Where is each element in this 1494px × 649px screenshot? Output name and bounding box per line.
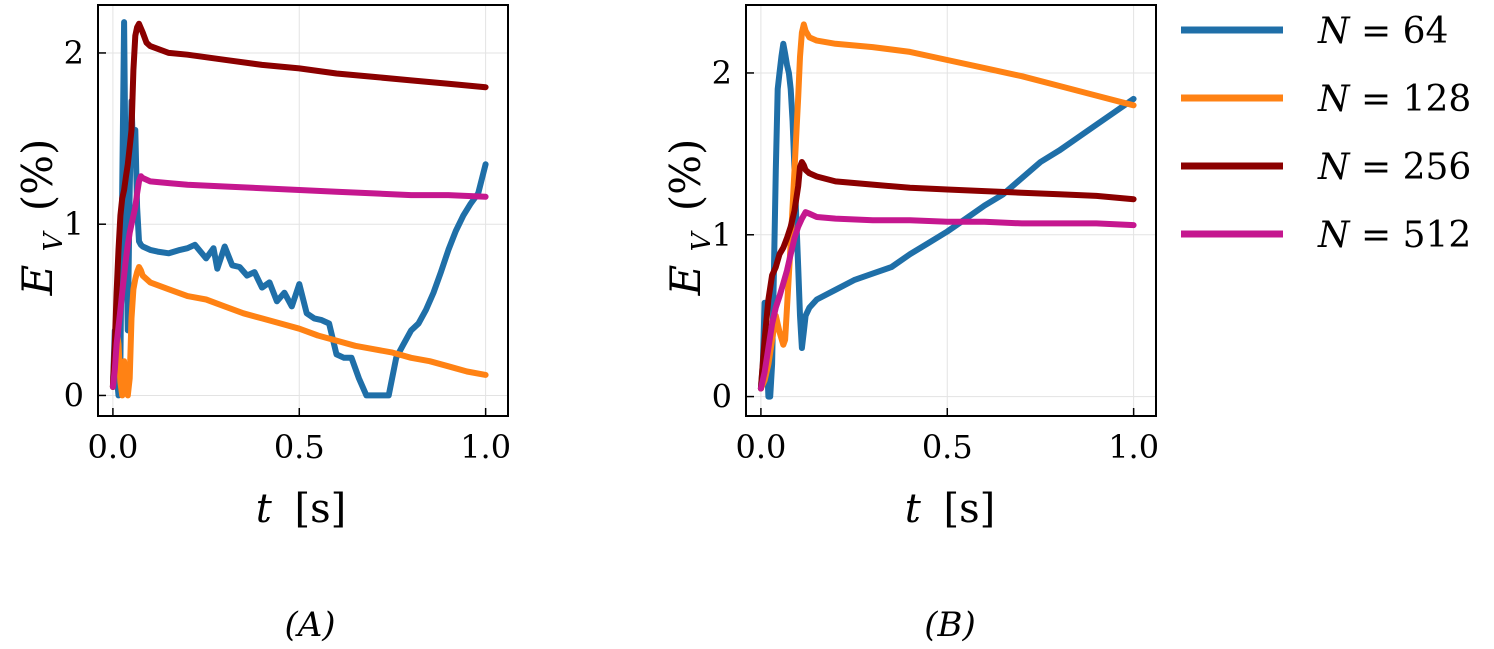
legend-label-64: N = 64: [1317, 11, 1448, 52]
y-tick-label-a-2: 2: [64, 34, 84, 72]
y-axis-label-b: E V (%): [661, 139, 720, 297]
y-axis-symbol-b: E: [661, 265, 710, 297]
y-tick-label-a-1: 1: [64, 205, 84, 243]
chart-panel-a: 0.0 0.5 1.0 0 1 2 t [s] E V (%) (A): [13, 4, 511, 645]
ticks-b: 0.0 0.5 1.0 0 1 2: [712, 54, 1159, 466]
y-tick-label-b-2: 2: [712, 54, 732, 92]
legend-var-512: N: [1317, 215, 1351, 256]
legend-eq-256: =: [1350, 147, 1403, 188]
y-axis-unit-a: (%): [13, 139, 62, 212]
series-line-a-256: [109, 20, 489, 390]
series-group-b: [757, 21, 1137, 400]
x-axis-unit-a: [s]: [295, 486, 347, 532]
y-tick-label-b-0: 0: [712, 378, 732, 416]
legend-var-256: N: [1317, 147, 1351, 188]
y-axis-subscript-b: V: [687, 230, 717, 251]
legend-eq-64: =: [1350, 11, 1403, 52]
x-axis-unit-b: [s]: [944, 486, 996, 532]
y-tick-label-b-1: 1: [712, 216, 732, 254]
x-axis-label-b: t [s]: [905, 486, 996, 532]
legend-eq-512: =: [1350, 215, 1403, 256]
legend-num-512: 512: [1403, 215, 1472, 256]
legend-label-256: N = 256: [1317, 147, 1471, 188]
x-axis-label-a: t [s]: [256, 486, 347, 532]
chart-panel-b: 0.0 0.5 1.0 0 1 2 t [s] E V (%) (B): [661, 4, 1159, 645]
legend-var-128: N: [1317, 79, 1351, 120]
x-tick-label-a-2: 1.0: [460, 428, 511, 466]
legend-var-64: N: [1317, 11, 1351, 52]
series-line-b-128: [757, 21, 1137, 392]
legend-label-512: N = 512: [1317, 215, 1471, 256]
y-axis-symbol-a: E: [13, 265, 62, 297]
panel-caption-b: (B): [924, 605, 976, 645]
svg-text:E V (%): E V (%): [13, 139, 72, 297]
series-group-a: [109, 19, 489, 399]
x-tick-label-a-1: 0.5: [274, 428, 325, 466]
series-line-b-64: [757, 40, 1137, 400]
panel-caption-a: (A): [284, 605, 335, 645]
x-tick-label-a-0: 0.0: [87, 428, 138, 466]
legend-num-256: 256: [1403, 147, 1472, 188]
x-axis-symbol-a: t: [256, 486, 273, 532]
gridlines-b: [746, 5, 1156, 416]
y-axis-subscript-a: V: [39, 230, 69, 251]
ticks-a: 0.0 0.5 1.0 0 1 2: [64, 34, 511, 466]
plot-frame-b: [745, 4, 1157, 417]
legend-num-64: 64: [1403, 11, 1449, 52]
legend-label-128: N = 128: [1317, 79, 1471, 120]
legend-eq-128: =: [1350, 79, 1403, 120]
series-line-b-256: [757, 159, 1137, 392]
plot-frame-a: [97, 4, 509, 417]
y-axis-unit-b: (%): [661, 139, 710, 212]
y-axis-label-a: E V (%): [13, 139, 72, 297]
legend-num-128: 128: [1403, 79, 1472, 120]
x-axis-symbol-b: t: [905, 486, 922, 532]
series-line-b-512: [757, 209, 1137, 392]
x-tick-label-b-0: 0.0: [735, 428, 786, 466]
series-line-a-128: [109, 264, 489, 399]
x-tick-label-b-1: 0.5: [922, 428, 973, 466]
y-tick-label-a-0: 0: [64, 376, 84, 414]
series-line-a-512: [109, 173, 489, 390]
x-tick-label-b-2: 1.0: [1108, 428, 1159, 466]
svg-text:E V (%): E V (%): [661, 139, 720, 297]
